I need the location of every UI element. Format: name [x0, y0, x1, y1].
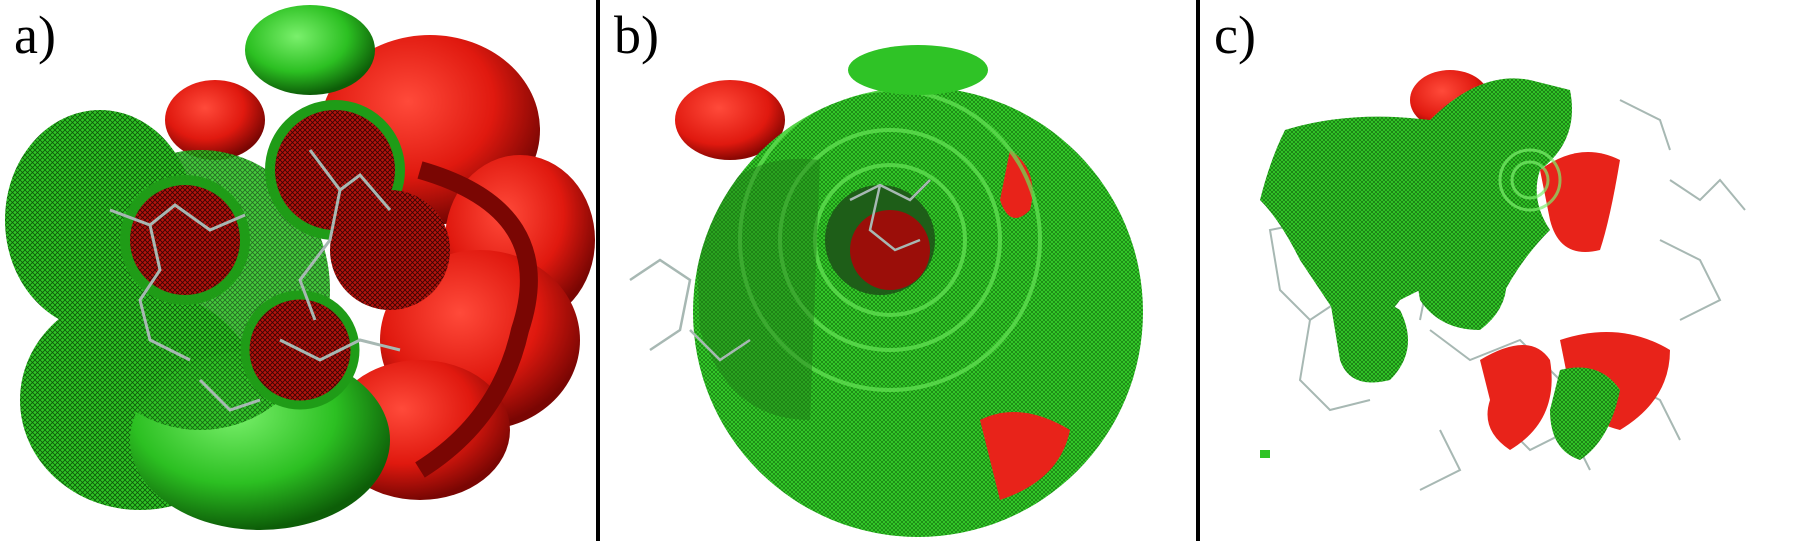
- molecular-surface-partial-icon: [1260, 70, 1746, 491]
- molecular-surface-sphere-icon: [629, 45, 1143, 537]
- molecular-surface-dense-icon: [5, 5, 595, 530]
- panel-c: c): [1200, 0, 1798, 541]
- panel-label: c): [1214, 5, 1256, 65]
- panel-divider: [1196, 0, 1200, 541]
- panel-b: b): [600, 0, 1196, 541]
- panel-label: b): [614, 5, 659, 65]
- panel-divider: [596, 0, 600, 541]
- panel-a: a): [0, 0, 596, 541]
- panel-label: a): [14, 5, 56, 65]
